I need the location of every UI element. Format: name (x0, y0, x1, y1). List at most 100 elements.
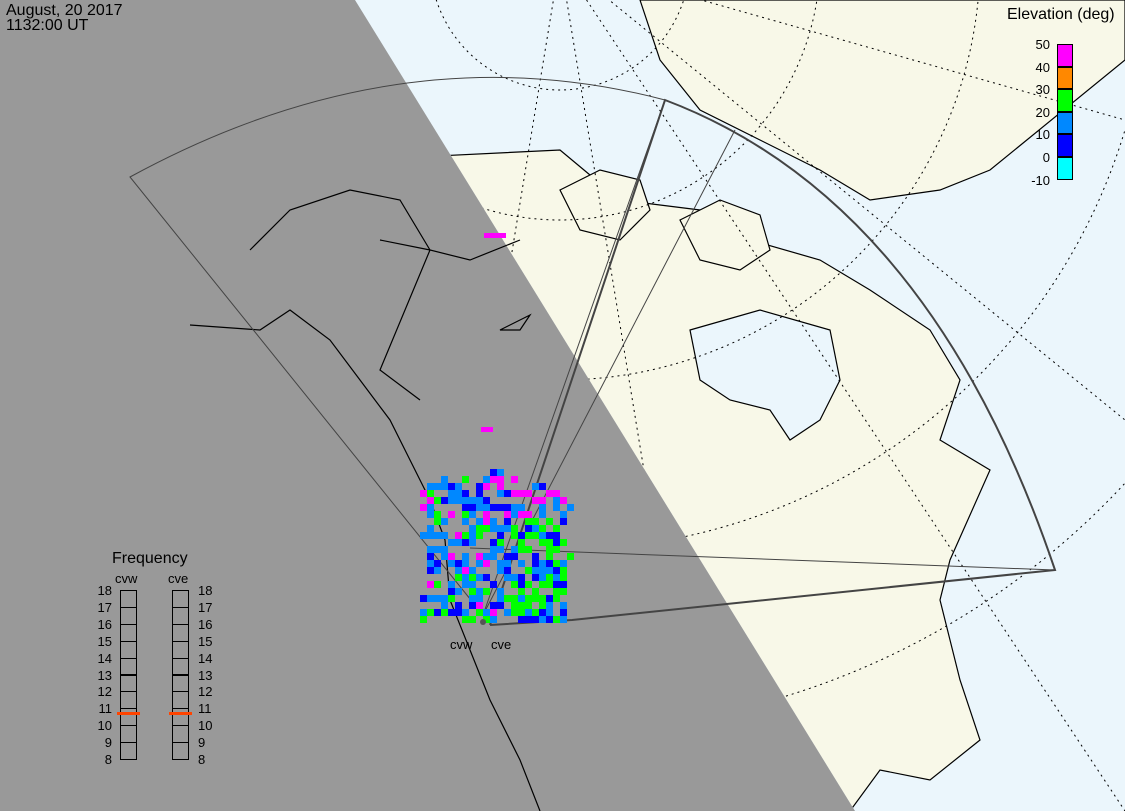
backscatter-cell (483, 511, 490, 518)
frequency-marker (169, 711, 192, 715)
backscatter-cell (560, 602, 567, 609)
backscatter-cell (539, 539, 546, 546)
frequency-tick-label: 13 (97, 667, 112, 683)
elevation-color-swatch (1057, 89, 1073, 112)
frequency-bin (120, 674, 137, 693)
frequency-marker (117, 711, 140, 715)
backscatter-cell (448, 539, 455, 546)
frequency-tick-label: 17 (198, 599, 213, 615)
time-label: 1132:00 UT (6, 17, 89, 34)
backscatter-cell (483, 588, 490, 595)
backscatter-cell (476, 560, 483, 567)
backscatter-cell (420, 490, 427, 497)
backscatter-cell (448, 581, 455, 588)
backscatter-cell (481, 427, 493, 432)
backscatter-cell (462, 511, 469, 518)
backscatter-cell (539, 581, 546, 588)
backscatter-cell (560, 609, 567, 616)
backscatter-cell (427, 553, 434, 560)
backscatter-cell (469, 567, 476, 574)
backscatter-cell (518, 609, 525, 616)
backscatter-cell (532, 574, 539, 581)
backscatter-cell (427, 483, 434, 490)
frequency-bin (172, 623, 189, 642)
backscatter-cell (434, 560, 441, 567)
backscatter-cell (469, 504, 476, 511)
backscatter-cell (427, 490, 434, 497)
backscatter-cell (490, 476, 497, 483)
backscatter-cell (546, 602, 553, 609)
backscatter-cell (469, 595, 476, 602)
frequency-tick-label: 11 (198, 701, 212, 717)
date-label: August, 20 2017 (6, 2, 123, 19)
frequency-bin (172, 590, 189, 608)
backscatter-cell (539, 560, 546, 567)
backscatter-cell (511, 546, 518, 553)
backscatter-cell (476, 574, 483, 581)
frequency-bin (120, 742, 137, 760)
backscatter-cell (497, 546, 504, 553)
backscatter-cell (497, 567, 504, 574)
backscatter-cell (434, 518, 441, 525)
backscatter-cell (539, 504, 546, 511)
frequency-tick-label: 16 (97, 616, 112, 632)
backscatter-cell (546, 518, 553, 525)
backscatter-cell (539, 511, 546, 518)
frequency-bin (120, 691, 137, 710)
backscatter-cell (511, 553, 518, 560)
backscatter-cell (448, 490, 455, 497)
backscatter-cell (497, 532, 504, 539)
backscatter-cell (546, 546, 553, 553)
backscatter-cell (539, 483, 546, 490)
frequency-bin (120, 590, 137, 608)
backscatter-cell (560, 567, 567, 574)
elevation-tick-label: 40 (1035, 59, 1050, 75)
backscatter-cell (511, 504, 518, 511)
frequency-tick-label: 9 (198, 735, 206, 751)
backscatter-cell (532, 609, 539, 616)
backscatter-cell (427, 567, 434, 574)
backscatter-cell (483, 553, 490, 560)
backscatter-cell (441, 595, 448, 602)
backscatter-cell (518, 560, 525, 567)
backscatter-cell (476, 518, 483, 525)
backscatter-cell (483, 560, 490, 567)
backscatter-cell (525, 609, 532, 616)
backscatter-cell (504, 609, 511, 616)
backscatter-cell (497, 560, 504, 567)
frequency-title: Frequency (112, 550, 188, 567)
frequency-tick-label: 12 (97, 684, 112, 700)
elevation-color-swatch (1057, 111, 1073, 135)
frequency-bin (172, 674, 189, 693)
backscatter-cell (497, 476, 504, 483)
backscatter-cell (441, 497, 448, 504)
backscatter-cell (518, 490, 525, 497)
backscatter-cell (427, 546, 434, 553)
backscatter-cell (539, 616, 546, 623)
frequency-tick-label: 13 (198, 667, 213, 683)
backscatter-cell (441, 476, 448, 483)
backscatter-cell (532, 497, 539, 504)
backscatter-cell (553, 490, 560, 497)
backscatter-cell (511, 525, 518, 532)
backscatter-cell (546, 560, 553, 567)
backscatter-cell (539, 609, 546, 616)
elevation-legend-title: Elevation (deg) (1007, 6, 1115, 23)
backscatter-cell (539, 595, 546, 602)
backscatter-cell (518, 532, 525, 539)
backscatter-cell (427, 511, 434, 518)
backscatter-cell (511, 490, 518, 497)
backscatter-cell (518, 602, 525, 609)
backscatter-cell (462, 581, 469, 588)
backscatter-cell (462, 490, 469, 497)
backscatter-cell (469, 574, 476, 581)
backscatter-cell (455, 560, 462, 567)
backscatter-cell (455, 490, 462, 497)
backscatter-cell (469, 581, 476, 588)
backscatter-cell (476, 525, 483, 532)
backscatter-cell (462, 553, 469, 560)
backscatter-cell (504, 553, 511, 560)
elevation-tick-label: 50 (1035, 37, 1050, 52)
